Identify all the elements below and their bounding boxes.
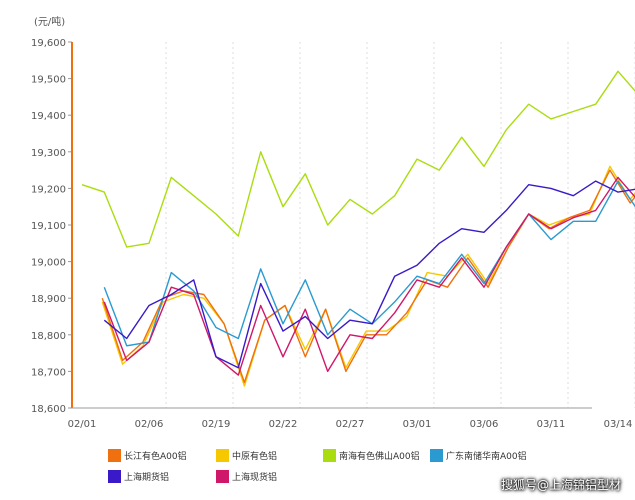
y-tick-label: 19,500	[31, 75, 66, 86]
y-tick-label: 18,700	[31, 367, 66, 378]
legend-item-changjiang: 长江有色A00铝	[108, 448, 187, 462]
series-line-4	[103, 180, 635, 369]
y-tick-label: 19,100	[31, 221, 66, 232]
x-tick-label: 03/11	[537, 419, 566, 430]
legend-label: 南海有色佛山A00铝	[339, 451, 420, 462]
legend-swatch	[108, 469, 121, 483]
x-tick-label: 03/01	[403, 419, 432, 430]
legend-label: 广东南储华南A00铝	[446, 451, 527, 462]
series-line-2	[81, 70, 635, 248]
x-tick-label: 02/01	[68, 419, 97, 430]
x-tick-label: 03/06	[470, 419, 499, 430]
legend-item-shanghai-futures: 上海期货铝	[108, 469, 169, 483]
legend-label: 上海现货铝	[232, 472, 278, 483]
x-tick-label: 02/19	[202, 419, 231, 430]
line-chart: (元/吨) 19,600 19,500 19,400 19,300 19,200 19,1…	[31, 15, 635, 430]
series-line-3	[103, 180, 635, 347]
x-axis-ticks: 02/01 02/06 02/19 02/22 02/27 03/01 03/06 03/11…	[68, 419, 633, 430]
series-lines	[81, 70, 635, 387]
chart-legend: 长江有色A00铝 中原有色铝 南海有色佛山A00铝 广东南储华南A00铝 上海期…	[0, 440, 635, 490]
y-tick-label: 18,800	[31, 331, 66, 342]
y-axis-ticks: 19,600 19,500 19,400 19,300 19,200 19,100 19,0…	[31, 38, 72, 415]
legend-swatch	[430, 448, 443, 462]
legend-item-shanghai-spot: 上海现货铝	[216, 469, 277, 483]
x-tick-label: 03/14	[604, 419, 633, 430]
y-axis-unit-label: (元/吨)	[34, 15, 65, 28]
legend-label: 上海期货铝	[124, 472, 170, 483]
y-tick-label: 19,300	[31, 148, 66, 159]
series-line-5	[103, 176, 635, 376]
legend-item-nanhai-foshan: 南海有色佛山A00铝	[323, 448, 420, 462]
legend-swatch	[108, 448, 121, 462]
y-tick-label: 19,400	[31, 111, 66, 122]
legend-label: 长江有色A00铝	[124, 451, 187, 462]
x-tick-label: 02/06	[135, 419, 164, 430]
y-tick-label: 19,000	[31, 258, 66, 269]
vertical-gridlines	[165, 42, 635, 408]
y-tick-label: 19,600	[31, 38, 66, 49]
y-tick-label: 18,900	[31, 294, 66, 305]
legend-label: 中原有色铝	[232, 451, 278, 462]
series-line-1	[101, 165, 635, 387]
series-line-0	[101, 169, 635, 384]
watermark-text: 搜狐号@上海锦铝型材	[500, 478, 621, 492]
legend-swatch	[323, 448, 336, 462]
legend-swatch	[216, 448, 229, 462]
y-tick-label: 18,600	[31, 404, 66, 415]
x-tick-label: 02/27	[336, 419, 365, 430]
legend-swatch	[216, 469, 229, 483]
x-tick-label: 02/22	[269, 419, 298, 430]
legend-item-zhongyuan: 中原有色铝	[216, 448, 277, 462]
legend-item-guangdong-nanchu: 广东南储华南A00铝	[430, 448, 527, 462]
y-tick-label: 19,200	[31, 184, 66, 195]
